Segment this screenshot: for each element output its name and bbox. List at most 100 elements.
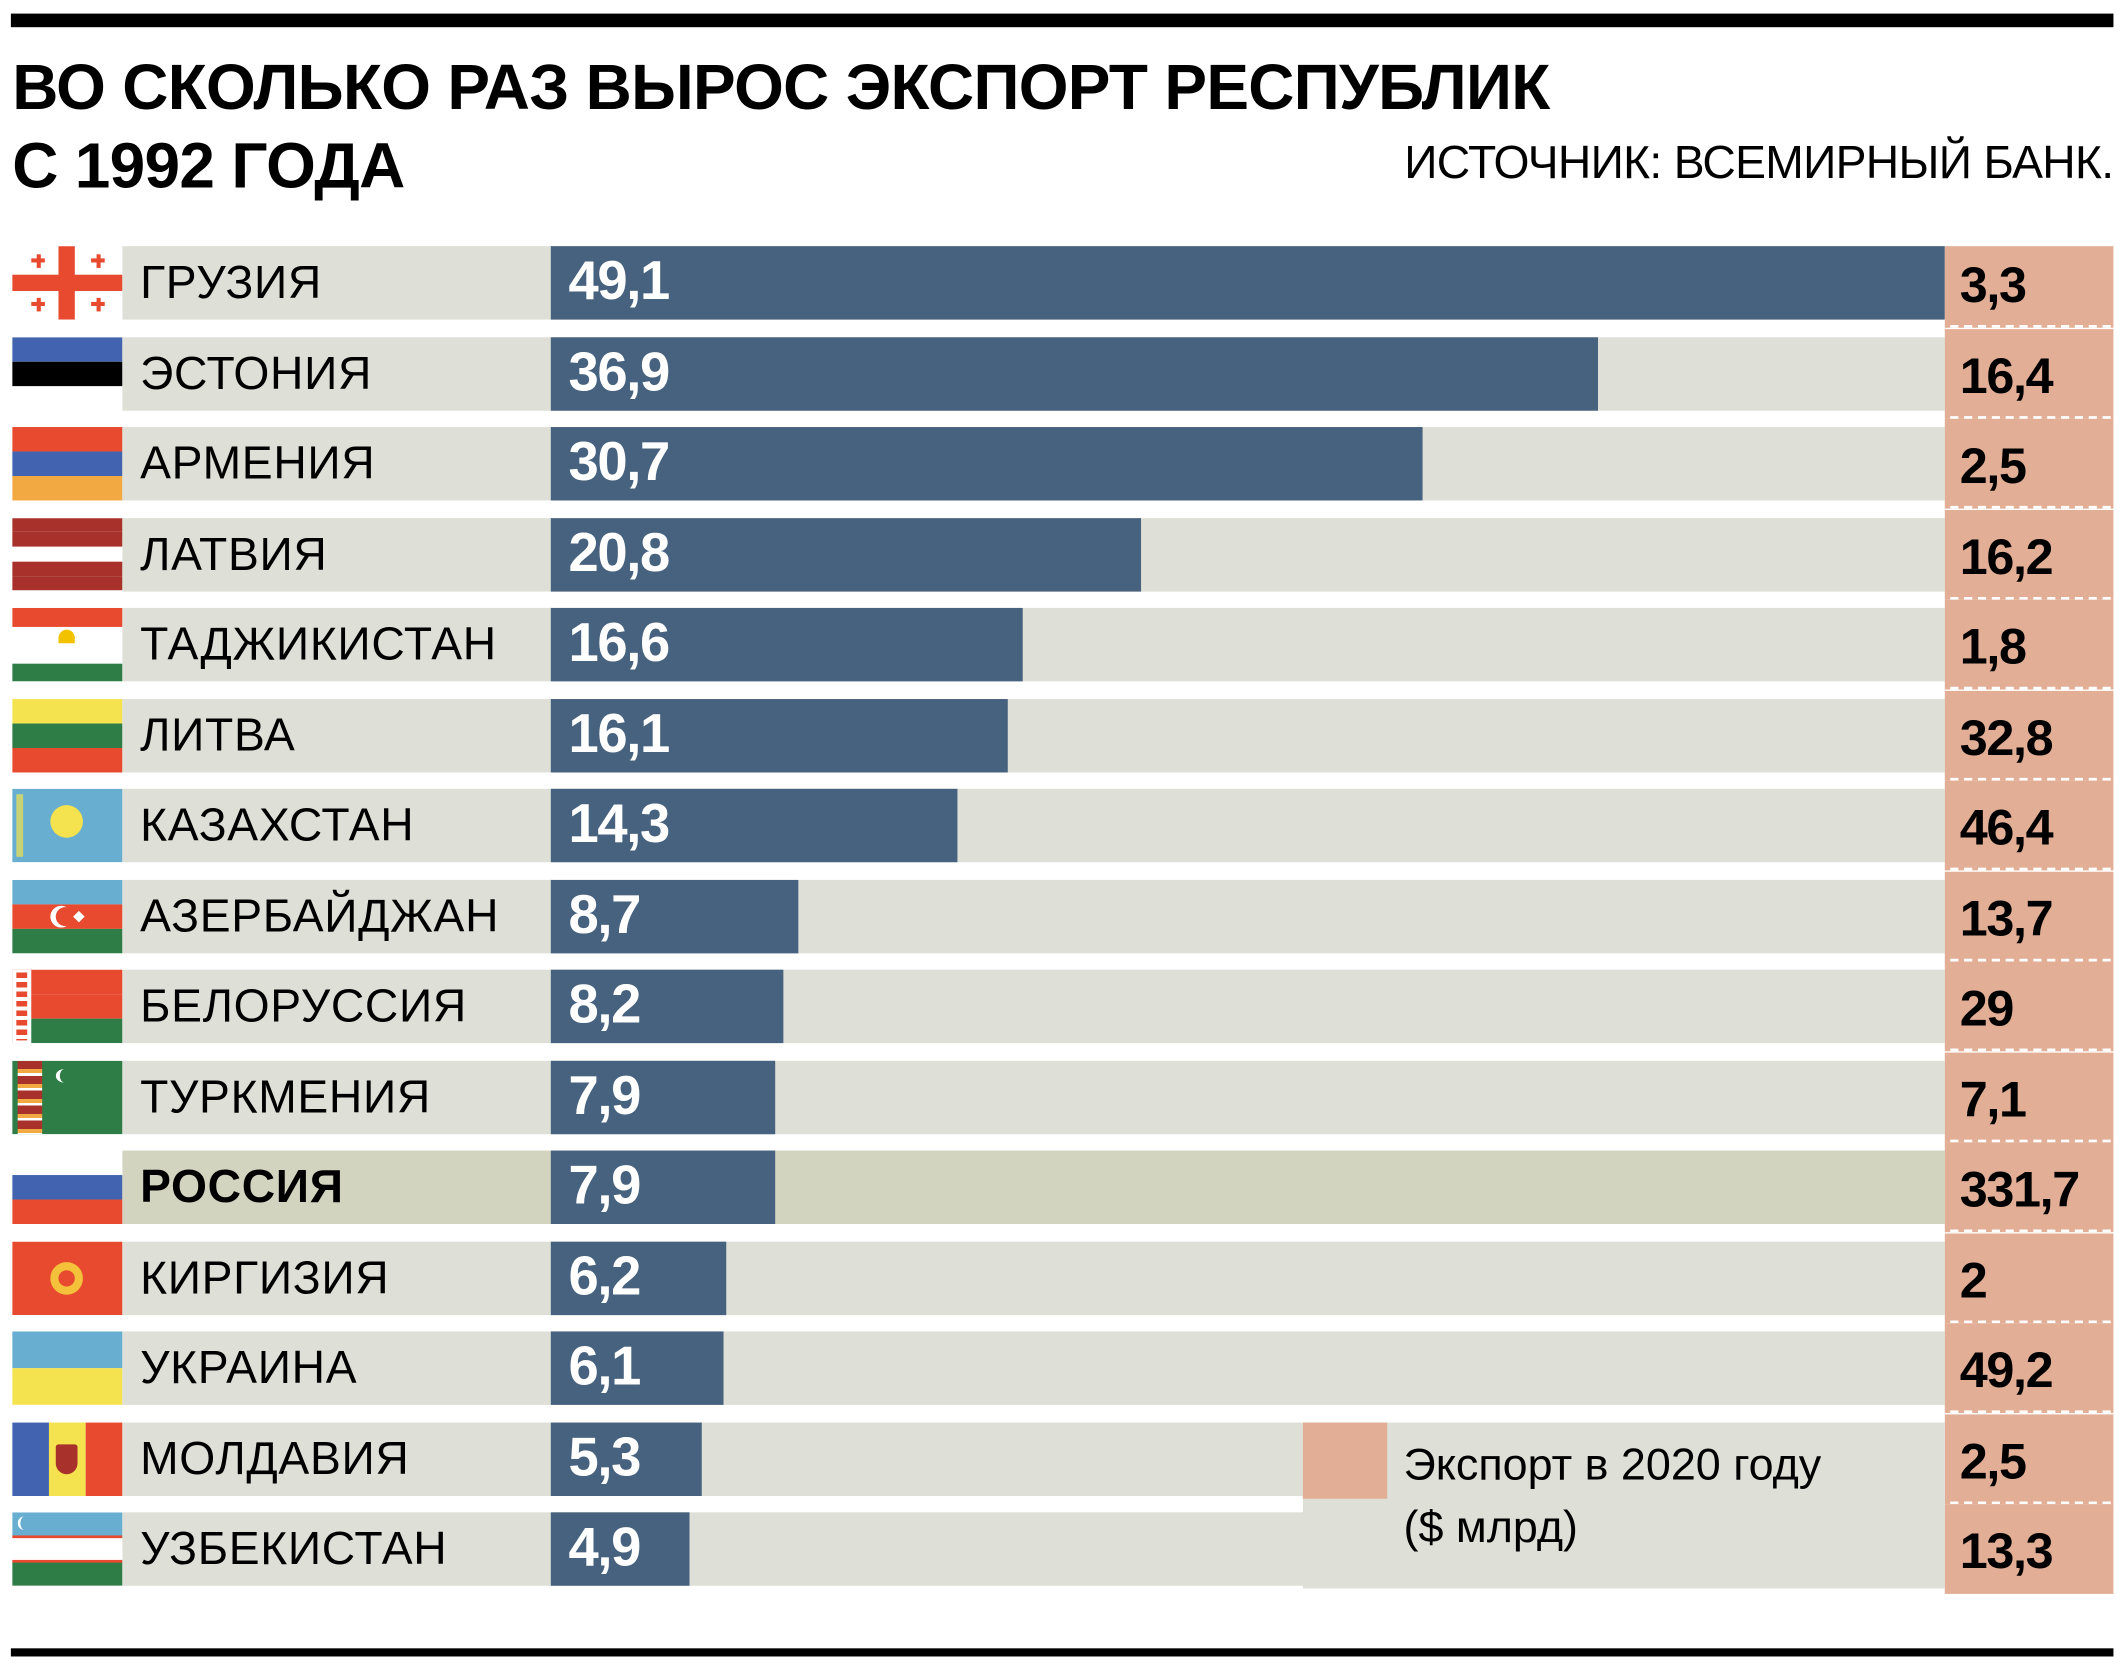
label-background: [122, 427, 551, 501]
bar-row: АРМЕНИЯ 30,7 2,5: [0, 418, 2122, 509]
row-separator: [1950, 1229, 2111, 1233]
bar-value-label: 20,8: [568, 522, 670, 583]
bar-row: ГРУЗИЯ 49,1 3,3: [0, 246, 2122, 328]
category-label: КИРГИЗИЯ: [140, 1251, 390, 1304]
export-value-label: 16,4: [1959, 347, 2054, 404]
red-line: [12, 1559, 123, 1563]
export-value-label: 1,8: [1959, 618, 2027, 675]
kyrgyzstan-flag-icon: [12, 1241, 123, 1315]
export-value-label: 13,3: [1959, 1523, 2054, 1579]
category-label: ЛИТВА: [140, 709, 296, 761]
moldova-flag-icon: [12, 1421, 123, 1496]
row-separator: [1950, 325, 2111, 328]
bar-value-label: 16,6: [568, 613, 670, 674]
red-line: [12, 1535, 123, 1539]
tunduk: [58, 1269, 75, 1286]
crescent-icon: [17, 1516, 32, 1530]
label-background: [122, 879, 551, 953]
category-label: ГРУЗИЯ: [140, 257, 322, 309]
ukraine-flag-icon: [12, 1331, 123, 1405]
export-value-label: 29: [1959, 980, 2015, 1037]
category-label: РОССИЯ: [140, 1161, 344, 1214]
bottom-rule: [10, 1648, 2114, 1657]
ornament: [16, 972, 28, 1041]
bar-value-label: 7,9: [568, 1156, 641, 1216]
label-background: [122, 1241, 551, 1315]
bar-value-label: 4,9: [568, 1517, 641, 1578]
row-separator: [1950, 1500, 2111, 1504]
russia-flag-icon: [12, 1150, 123, 1224]
bar: [550, 1421, 702, 1496]
row-separator: [1950, 777, 2111, 780]
row-separator: [1950, 1319, 2111, 1323]
export-value-label: 3,3: [1959, 257, 2027, 313]
small-cross: [36, 254, 41, 268]
ornament: [16, 794, 24, 857]
bar-value-label: 30,7: [568, 432, 670, 493]
belarus-flag-icon: [12, 969, 123, 1044]
bar-value-label: 16,1: [568, 703, 670, 764]
bar-value-label: 5,3: [568, 1427, 641, 1488]
bar: [550, 517, 1142, 591]
lithuania-flag-icon: [12, 698, 123, 772]
export-value-label: 13,7: [1959, 890, 2054, 946]
label-background: [122, 788, 551, 863]
export-cell: 46,4: [1944, 780, 2114, 871]
label-background: [122, 969, 551, 1044]
label-background: [122, 336, 551, 411]
category-label: КАЗАХСТАН: [140, 799, 415, 852]
bar-value-label: 8,2: [568, 975, 641, 1035]
row-separator: [1950, 1048, 2111, 1052]
bar: [550, 698, 1008, 772]
bar-value-label: 14,3: [568, 794, 670, 855]
export-value-label: 49,2: [1959, 1342, 2054, 1399]
category-label: МОЛДАВИЯ: [140, 1432, 410, 1485]
category-label: УЗБЕКИСТАН: [140, 1523, 448, 1575]
category-label: ТУРКМЕНИЯ: [140, 1071, 431, 1123]
turkmenistan-flag-icon: [12, 1060, 123, 1134]
category-label: ЛАТВИЯ: [140, 528, 328, 581]
category-label: ЭСТОНИЯ: [140, 347, 373, 400]
export-cell: 49,2: [1944, 1323, 2114, 1414]
category-label: АЗЕРБАЙДЖАН: [140, 890, 500, 942]
bar-row: УКРАИНА 6,1 49,2: [0, 1323, 2122, 1414]
export-value-label: 16,2: [1959, 528, 2054, 585]
legend-swatch-export: [1302, 1422, 1388, 1499]
export-cell: 16,2: [1944, 509, 2114, 600]
bar-value-label: 6,2: [568, 1246, 641, 1307]
export-cell: 13,3: [1944, 1504, 2114, 1594]
export-value-label: 32,8: [1959, 709, 2054, 765]
label-background: [122, 1512, 551, 1586]
bar-row: РОССИЯ 7,9 331,7: [0, 1142, 2122, 1233]
export-cell: 16,4: [1944, 328, 2114, 419]
export-cell: 13,7: [1944, 871, 2114, 961]
bar: [550, 1150, 776, 1224]
bar-row: КАЗАХСТАН 14,3 46,4: [0, 780, 2122, 871]
bar: [550, 1241, 727, 1315]
sun-icon: [50, 805, 83, 838]
bar: [550, 1512, 690, 1586]
bar-row: ТАДЖИКИСТАН 16,6 1,8: [0, 599, 2122, 690]
row-separator: [1950, 415, 2111, 419]
export-cell: 3,3: [1944, 246, 2114, 328]
bar-track: [550, 1060, 1945, 1134]
export-value-label: 2,5: [1959, 1432, 2027, 1489]
latvia-flag-icon: [12, 517, 123, 591]
estonia-flag-icon: [12, 336, 123, 411]
label-background: [122, 1060, 551, 1134]
category-label: УКРАИНА: [140, 1342, 358, 1394]
bar-row: КИРГИЗИЯ 6,2 2: [0, 1232, 2122, 1323]
label-background: [122, 1331, 551, 1405]
bar: [550, 607, 1023, 682]
bar-row: ТУРКМЕНИЯ 7,9 7,1: [0, 1051, 2122, 1142]
bar-value-label: 49,1: [568, 251, 670, 312]
legend-background: [1302, 1422, 1945, 1589]
bar-row: ЛАТВИЯ 20,8 16,2: [0, 509, 2122, 600]
coat-of-arms-icon: [55, 1443, 78, 1474]
export-value-label: 46,4: [1959, 799, 2054, 856]
bar: [550, 427, 1423, 501]
export-cell: 32,8: [1944, 690, 2114, 780]
bar-track: [550, 1150, 1945, 1224]
bar-row: АЗЕРБАЙДЖАН 8,7 13,7: [0, 871, 2122, 961]
